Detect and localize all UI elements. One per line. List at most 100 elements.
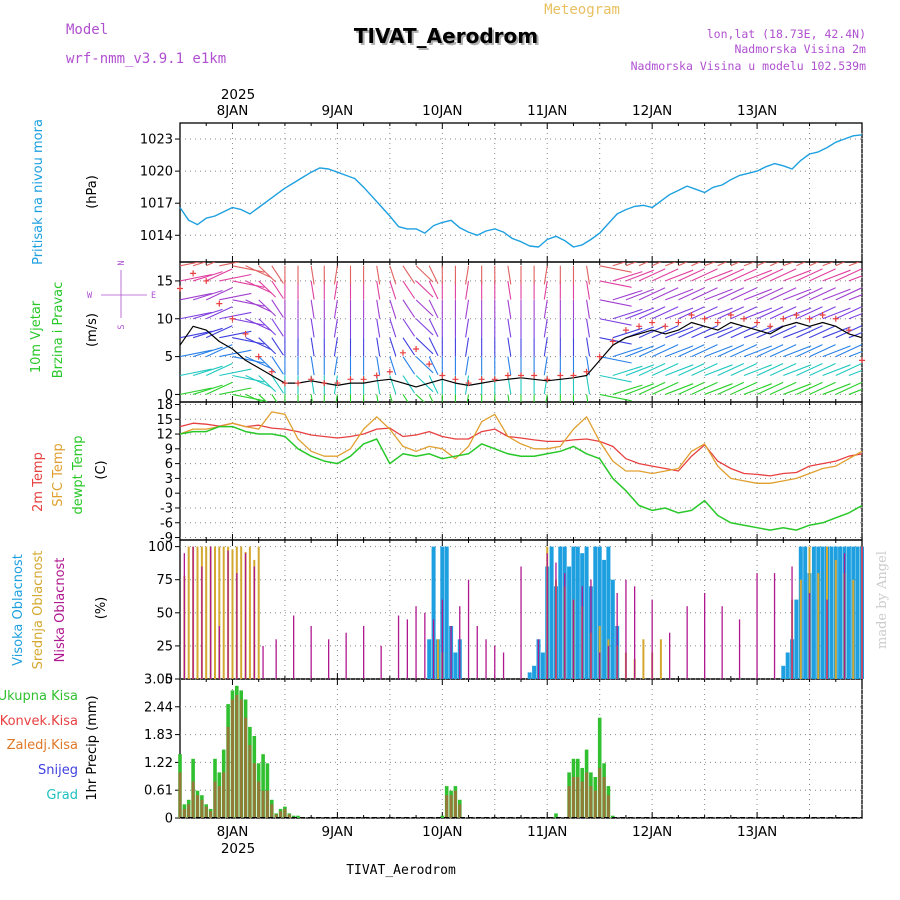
cloud-bar [861,546,863,679]
gust-marker [465,380,472,387]
cloud-bar [610,579,615,679]
wind-vector [376,394,379,402]
wind-vector [861,374,862,376]
wind-vector [271,394,278,402]
wind-vector [376,265,381,285]
cloud-bar [380,645,382,679]
wind-vector [625,288,654,301]
wind-vector [415,265,434,283]
wind-vector [465,280,470,300]
high-cloud-ylabel: Visoka Oblacnost [11,554,26,666]
mid-cloud-ylabel: Srednja Oblacnost [31,551,46,670]
wind-vector [743,269,772,282]
compass-south: S [117,324,127,329]
wind-vector [730,287,758,301]
precip-bar [257,781,261,818]
wind-vector [822,269,851,282]
precip-bar [458,804,462,818]
precip-bar [296,815,300,818]
wind-vector [599,265,632,273]
wind-vector [822,262,835,267]
model-elevation-label: Nadmorska Visina u modelu 102.539m [631,59,866,73]
wind-vector [586,299,591,319]
bottom-day-label: 9JAN [322,824,354,840]
gust-marker [819,311,826,318]
precip-bar [191,781,195,818]
wind-vector [651,363,679,377]
cloud-bar [222,546,225,679]
wind-vector [769,363,797,377]
wind-vector [389,265,397,285]
wind-vector [796,325,823,339]
wind-vector [822,307,851,320]
bottom-day-label: 11JAN [527,824,567,840]
wind-vector [769,344,797,358]
wind-vector [543,280,548,300]
precip-bar [235,695,239,818]
wind-vector [310,337,315,357]
y-tick-label: 18 [156,398,173,413]
cloud-bar [201,566,203,679]
cloud-bar [584,546,589,679]
cloud-bar [214,546,216,679]
sfc-temp-line [179,411,863,484]
wind-vector [180,349,213,358]
precip-bar [222,772,226,818]
cloud-bar [826,599,828,679]
wind-vector [219,262,242,267]
precip-bar [231,699,234,818]
wind-vector [743,326,772,339]
wind-vector [704,326,733,339]
wind-vector [333,337,338,357]
wind-vector [678,363,705,377]
cloud-bar [363,626,365,679]
precip-bar [209,811,213,818]
gust-marker [701,315,708,322]
wind-vector [507,375,512,395]
cloud-bar [799,579,802,679]
wind-vector [507,265,512,285]
cloud-bar [527,672,532,679]
top-day-label: 11JAN [527,103,567,119]
wind-vector [333,265,338,285]
precip-bar [261,754,265,818]
cloud-bar [686,606,688,679]
wind-axis-labels: 10m Vjetar Brzina i Pravac (m/s) W E N S [29,260,156,378]
y-tick-label: -3 [160,501,173,516]
wind-vector [389,299,397,319]
wind-vector [678,325,705,339]
t2m-ylabel: 2m Temp [31,452,46,512]
cloud-bar [838,546,843,679]
precip-bar [597,717,602,818]
y-tick-label: 75 [156,573,173,588]
wind-vector [599,299,632,307]
cloud-bar [183,553,185,679]
wind-vector [691,306,718,320]
precip-bar [200,799,204,818]
y-tick-label: 1017 [140,197,173,212]
gust-marker [806,315,813,322]
y-tick-label: 0 [165,388,173,403]
wind-vector [376,356,381,376]
low-cloud-ylabel: Niska Oblacnost [53,558,68,663]
y-tick-label: 15 [156,413,173,428]
wind-vector [743,307,772,320]
wind-vector [691,262,702,267]
wind-vector [389,280,397,300]
wind-vector [691,325,718,339]
wind-vector [625,383,654,395]
cloud-bar [829,546,834,679]
wind-vector [507,299,512,319]
cloud-bar [817,573,820,679]
wind-vector [783,269,812,282]
wind-vector [651,306,679,320]
gust-marker [688,311,695,318]
cloud-bar [476,626,478,679]
top-day-label: 8JAN [217,103,249,119]
wind-vector [232,374,265,383]
gust-marker [386,368,393,375]
wind-vector [192,365,223,377]
wind-vector [717,381,745,395]
bottom-day-labels: 8JAN 9JAN 10JAN 11JAN 12JAN 13JAN [217,824,778,840]
wind-vector [402,280,416,299]
